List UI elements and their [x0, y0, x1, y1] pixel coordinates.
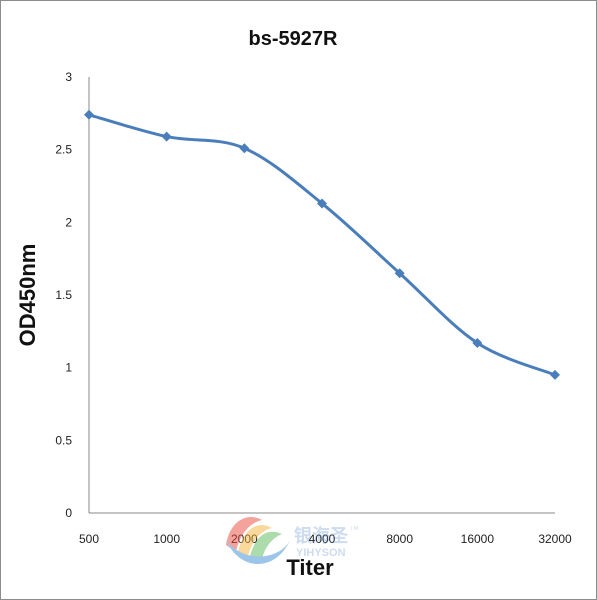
data-point-marker	[472, 337, 483, 348]
x-tick-label: 4000	[309, 532, 336, 546]
x-tick-label: 16000	[461, 532, 495, 546]
watermark-trademark: TM	[350, 526, 359, 532]
data-point-marker	[239, 143, 250, 154]
y-tick-label: 1.5	[55, 288, 72, 302]
x-tick-label: 500	[79, 532, 99, 546]
watermark-brand-cn: 银海圣	[294, 525, 349, 547]
x-tick-label: 8000	[386, 532, 413, 546]
data-point-marker	[84, 109, 94, 120]
x-tick-label: 1000	[153, 532, 180, 546]
data-point-marker	[317, 198, 327, 209]
data-point-marker	[161, 131, 172, 142]
chart-title: bs-5927R	[249, 28, 338, 50]
y-tick-label: 2	[65, 215, 72, 229]
y-tick-label: 0.5	[55, 433, 72, 447]
x-tick-label: 32000	[538, 532, 572, 546]
y-axis-title: OD450nm	[15, 244, 40, 347]
y-tick-label: 3	[65, 70, 72, 84]
watermark-swoosh-yellow	[238, 525, 272, 556]
x-axis-title: Titer	[286, 555, 334, 580]
watermark-brand-en: YIHYSON	[296, 547, 346, 559]
yihyson-watermark-logo: 银海圣 TM YIHYSON	[226, 517, 359, 564]
y-tick-label: 0	[65, 506, 72, 520]
series-line	[88, 113, 556, 377]
y-tick-label: 1	[65, 361, 72, 375]
y-tick-label: 2.5	[55, 143, 72, 157]
watermark-swoosh-green	[250, 531, 282, 560]
watermark-swoosh-red	[226, 517, 262, 552]
data-point-marker	[394, 268, 405, 279]
series-group	[84, 109, 560, 380]
y-tick-labels: 0 0.5 1 1.5 2 2.5 3	[55, 70, 72, 520]
watermark-swoosh-blue	[226, 540, 290, 564]
data-point-marker	[550, 369, 560, 380]
